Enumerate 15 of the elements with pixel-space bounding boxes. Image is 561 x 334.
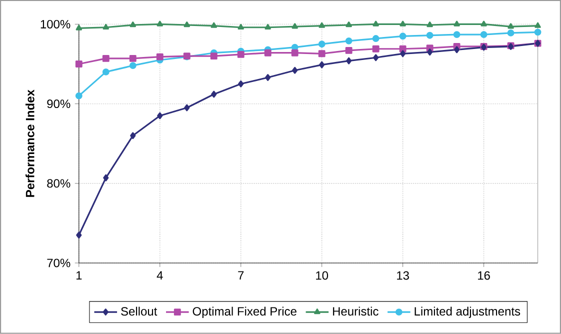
legend-label: Limited adjustments — [414, 306, 520, 318]
x-tick-label: 4 — [156, 271, 163, 280]
x-tick-label: 13 — [397, 271, 409, 280]
x-tick-label: 7 — [238, 271, 244, 280]
x-tick-label: 10 — [316, 271, 328, 280]
y-axis-title: Performance Index — [26, 90, 34, 197]
x-tick-label: 16 — [478, 271, 490, 280]
y-tick-label: 80% — [47, 179, 70, 188]
y-tick-label: 70% — [47, 258, 70, 268]
y-tick-label: 90% — [47, 100, 70, 108]
legend-label: Sellout — [121, 306, 158, 316]
legend-label: Heuristic — [333, 306, 378, 316]
legend-label: Optimal Fixed Price — [192, 306, 296, 318]
y-tick-label: 100% — [40, 20, 70, 29]
x-tick-label: 1 — [76, 271, 82, 280]
